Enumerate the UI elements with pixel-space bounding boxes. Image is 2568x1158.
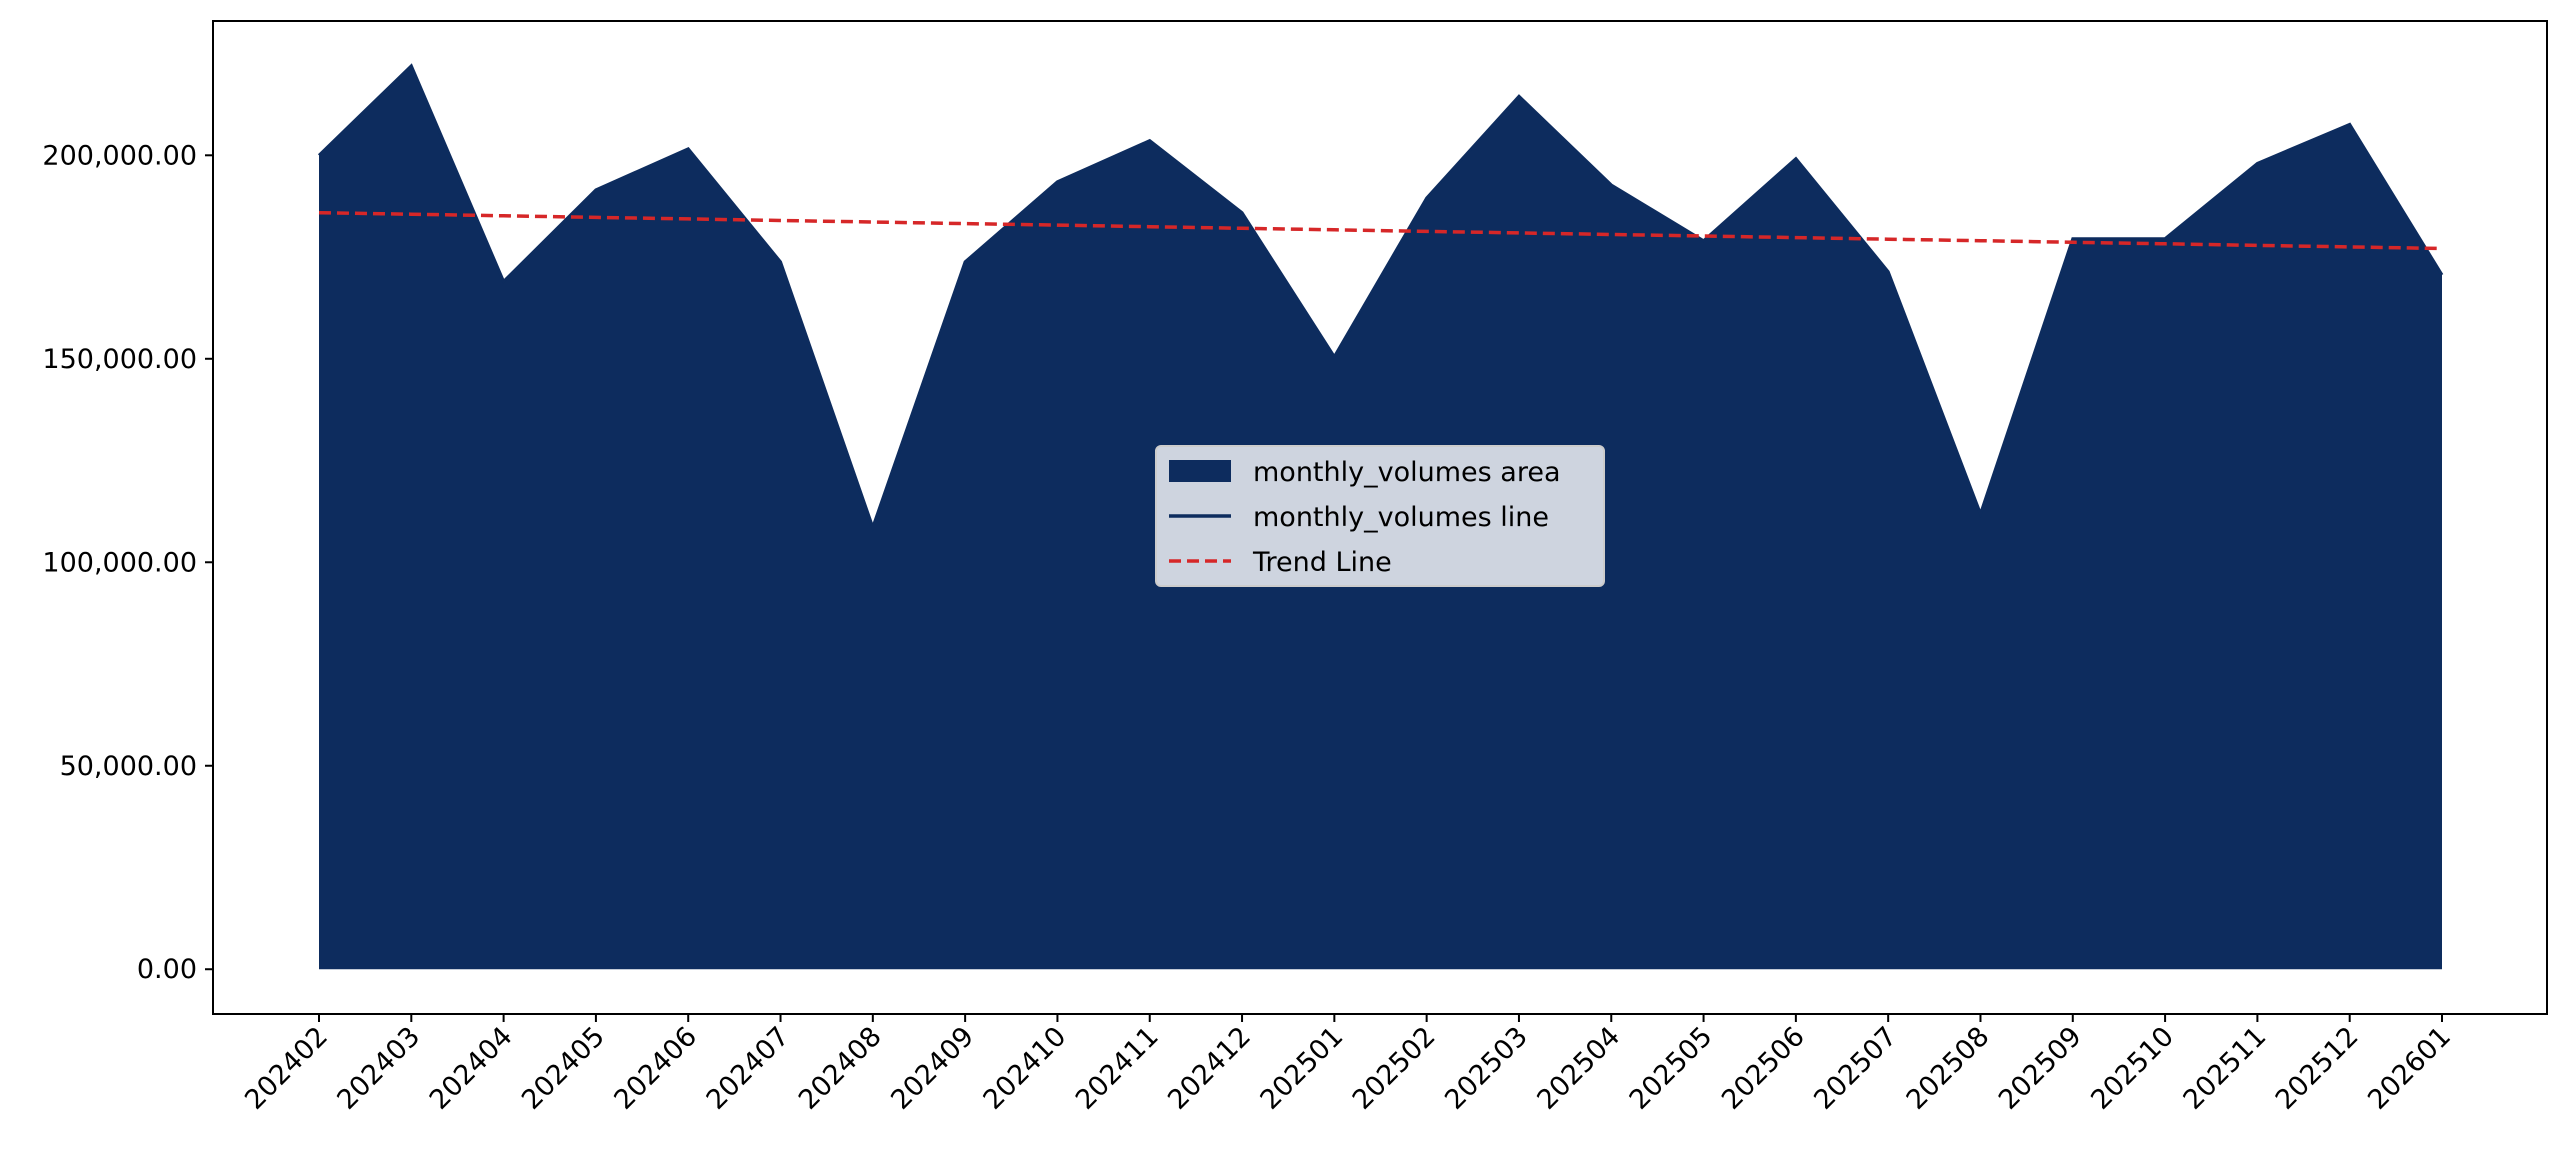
legend-box [1155,445,1605,587]
x-tick-label: 202505 [1624,1021,1719,1116]
line [317,63,2444,532]
trend-line [318,210,2443,251]
y-tick-label: 200,000.00 [42,140,197,171]
legend-label: monthly_volumes line [1253,502,1549,533]
y-tick-label: 150,000.00 [42,344,197,375]
x-tick-label: 202501 [1254,1021,1349,1116]
y-tick-label: 100,000.00 [42,547,197,578]
x-tick-label: 202402 [239,1021,334,1116]
x-tick-label: 202410 [978,1021,1073,1116]
y-tick-label: 50,000.00 [60,751,197,782]
x-tick-label: 202511 [2178,1021,2273,1116]
x-tick-label: 202411 [1070,1021,1165,1116]
legend-swatch [1169,460,1231,482]
x-tick-label: 202504 [1531,1021,1626,1116]
x-tick-label: 202512 [2270,1021,2365,1116]
plot-frame [212,20,2548,1015]
y-tick-label: 0.00 [137,954,197,985]
x-tick-label: 202409 [885,1021,980,1116]
x-tick-label: 202509 [1993,1021,2088,1116]
x-tick-label: 202405 [516,1021,611,1116]
x-tick-label: 202412 [1162,1021,1257,1116]
x-tick-label: 202508 [1901,1021,1996,1116]
x-tick-label: 202507 [1808,1021,1903,1116]
x-tick-label: 202403 [331,1021,426,1116]
x-tick-label: 202506 [1716,1021,1811,1116]
x-tick-label: 202404 [424,1021,519,1116]
x-tick-label: 202408 [793,1021,888,1116]
x-tick-label: 202503 [1439,1021,1534,1116]
legend-label: Trend Line [1252,547,1392,578]
x-tick-label: 202601 [2362,1021,2457,1116]
x-tick-label: 202510 [2085,1021,2180,1116]
legend-label: monthly_volumes area [1253,457,1561,488]
x-tick-label: 202502 [1347,1021,1442,1116]
x-tick-label: 202407 [701,1021,796,1116]
x-tick-label: 202406 [608,1021,703,1116]
